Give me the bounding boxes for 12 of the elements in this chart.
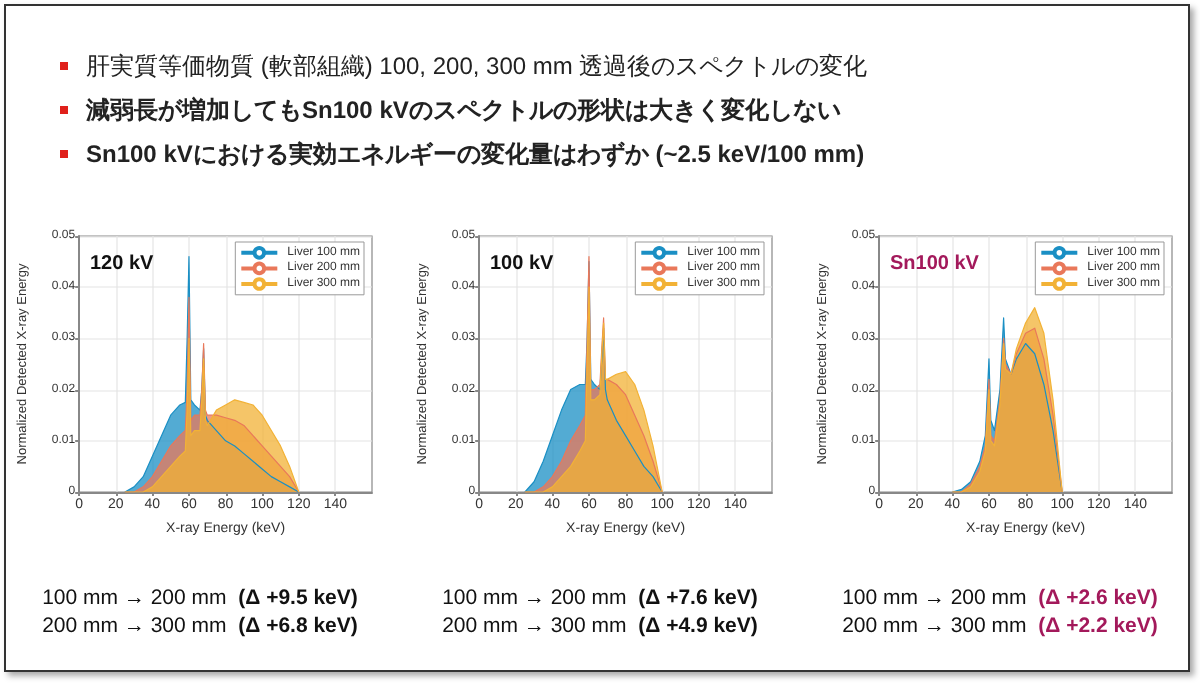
text: Sn100 kVにおける実効エネルギーの変化量はわずか (~2.5 keV/100 mm) — [86, 137, 865, 171]
text: 120 kV — [90, 253, 155, 275]
text: 200 mm → 300 mm (Δ +4.9 keV) — [440, 612, 760, 640]
text: 100 mm → 200 mm (Δ +9.5 keV) — [40, 584, 360, 612]
text: 200 mm → 300 mm (Δ +6.8 keV) — [40, 612, 360, 640]
text: 肝実質等価物質 (軟部組織) 100, 200, 300 mm 透過後のスペクトルの変化 — [86, 49, 868, 83]
text: 200 mm → 300 mm (Δ +2.2 keV) — [840, 612, 1160, 640]
text: Sn100 kV — [890, 253, 980, 275]
text: 100 mm → 200 mm (Δ +2.6 keV) — [840, 584, 1160, 612]
text: 100 mm → 200 mm (Δ +7.6 keV) — [440, 584, 760, 612]
text: 減弱長が増加してもSn100 kVのスペクトルの形状は大きく変化しない — [86, 93, 841, 127]
text: 100 kV — [490, 253, 555, 275]
